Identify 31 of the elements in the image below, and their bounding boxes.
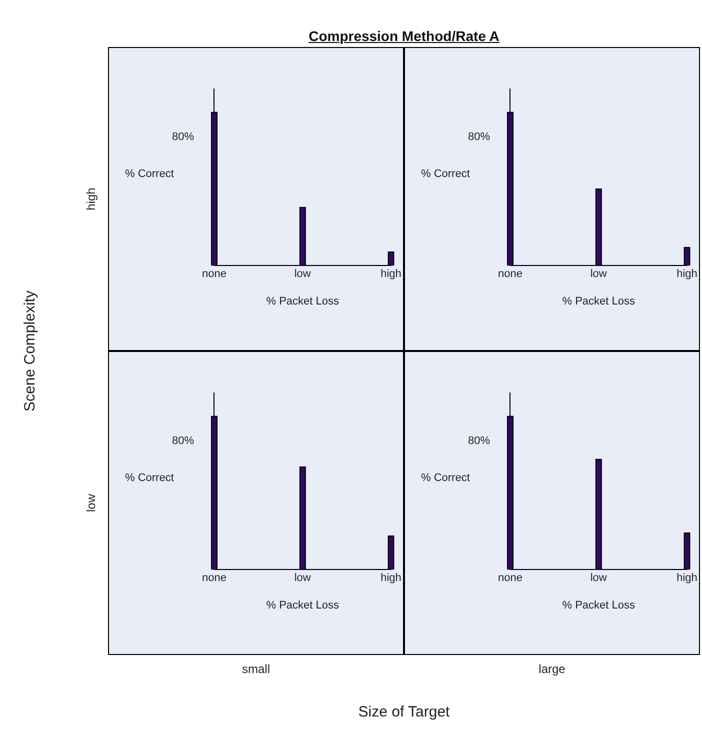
text: Compression Method/Rate A — [308, 28, 500, 44]
text: 80% — [172, 435, 194, 447]
x-tick-label: none — [498, 268, 522, 280]
x-axis-title: % Packet Loss — [562, 295, 636, 308]
x-tick-label: low — [294, 572, 311, 584]
x-tick-label: low — [590, 268, 607, 280]
x-tick-label: high — [380, 572, 402, 584]
category-label: low — [84, 494, 98, 512]
category-label: high — [84, 188, 98, 210]
x-axis-title: % Packet Loss — [266, 599, 340, 612]
x-tick-label: high — [380, 268, 402, 280]
y-axis-title: % Correct — [125, 168, 174, 180]
x-tick-label: none — [202, 268, 226, 280]
text: 80% — [468, 131, 490, 143]
y-axis-title: % Correct — [421, 472, 470, 484]
text: 80% — [468, 435, 490, 447]
text: Scene Complexity — [22, 290, 38, 412]
x-tick-label: none — [202, 572, 226, 584]
x-tick-label: low — [294, 268, 311, 280]
x-axis-title: % Packet Loss — [562, 599, 636, 612]
text: Size of Target — [358, 704, 450, 720]
x-axis-title: % Packet Loss — [266, 295, 340, 308]
y-axis-title: % Correct — [125, 472, 174, 484]
x-tick-label: high — [676, 268, 698, 280]
x-tick-label: high — [676, 572, 698, 584]
category-label: small — [242, 662, 270, 676]
text: 80% — [172, 131, 194, 143]
category-label: large — [538, 662, 566, 676]
y-axis-title: % Correct — [421, 168, 470, 180]
x-tick-label: none — [498, 572, 522, 584]
x-tick-label: low — [590, 572, 607, 584]
